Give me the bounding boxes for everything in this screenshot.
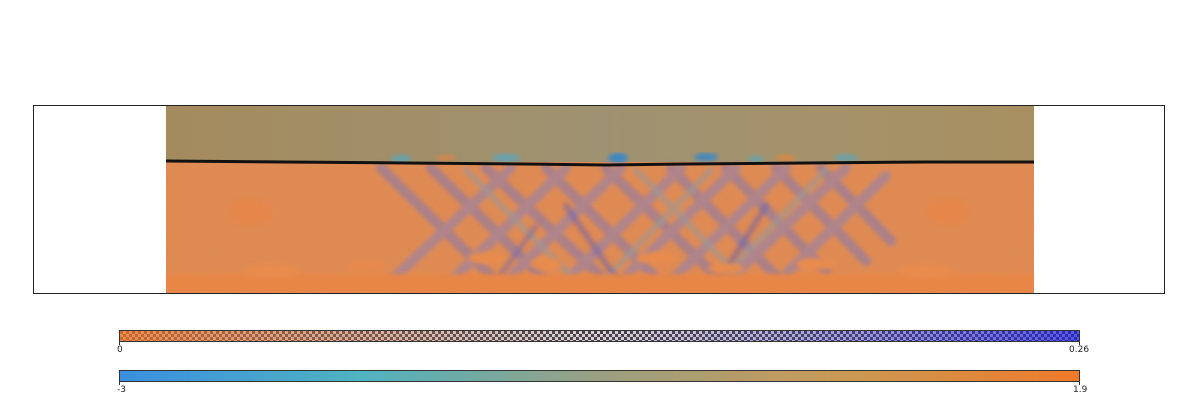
cb2-max-label: 1.9 (1073, 385, 1088, 395)
colorbar-opacity (119, 330, 1080, 342)
cb1-max-tick (1079, 342, 1080, 345)
cb2-min-label: -3 (117, 385, 126, 395)
cb2-max-tick (1079, 382, 1080, 385)
upper-layer (166, 106, 1034, 162)
cb2-min-tick (119, 382, 120, 385)
interface-line (166, 159, 1034, 167)
cb1-max-label: 0.26 (1069, 345, 1090, 355)
cb1-min-label: 0 (117, 345, 123, 355)
interface-speckles (391, 153, 858, 163)
cb1-min-tick (119, 342, 120, 345)
field-svg (166, 106, 1034, 293)
colorbar-field (119, 370, 1080, 382)
simulation-field (166, 106, 1034, 293)
